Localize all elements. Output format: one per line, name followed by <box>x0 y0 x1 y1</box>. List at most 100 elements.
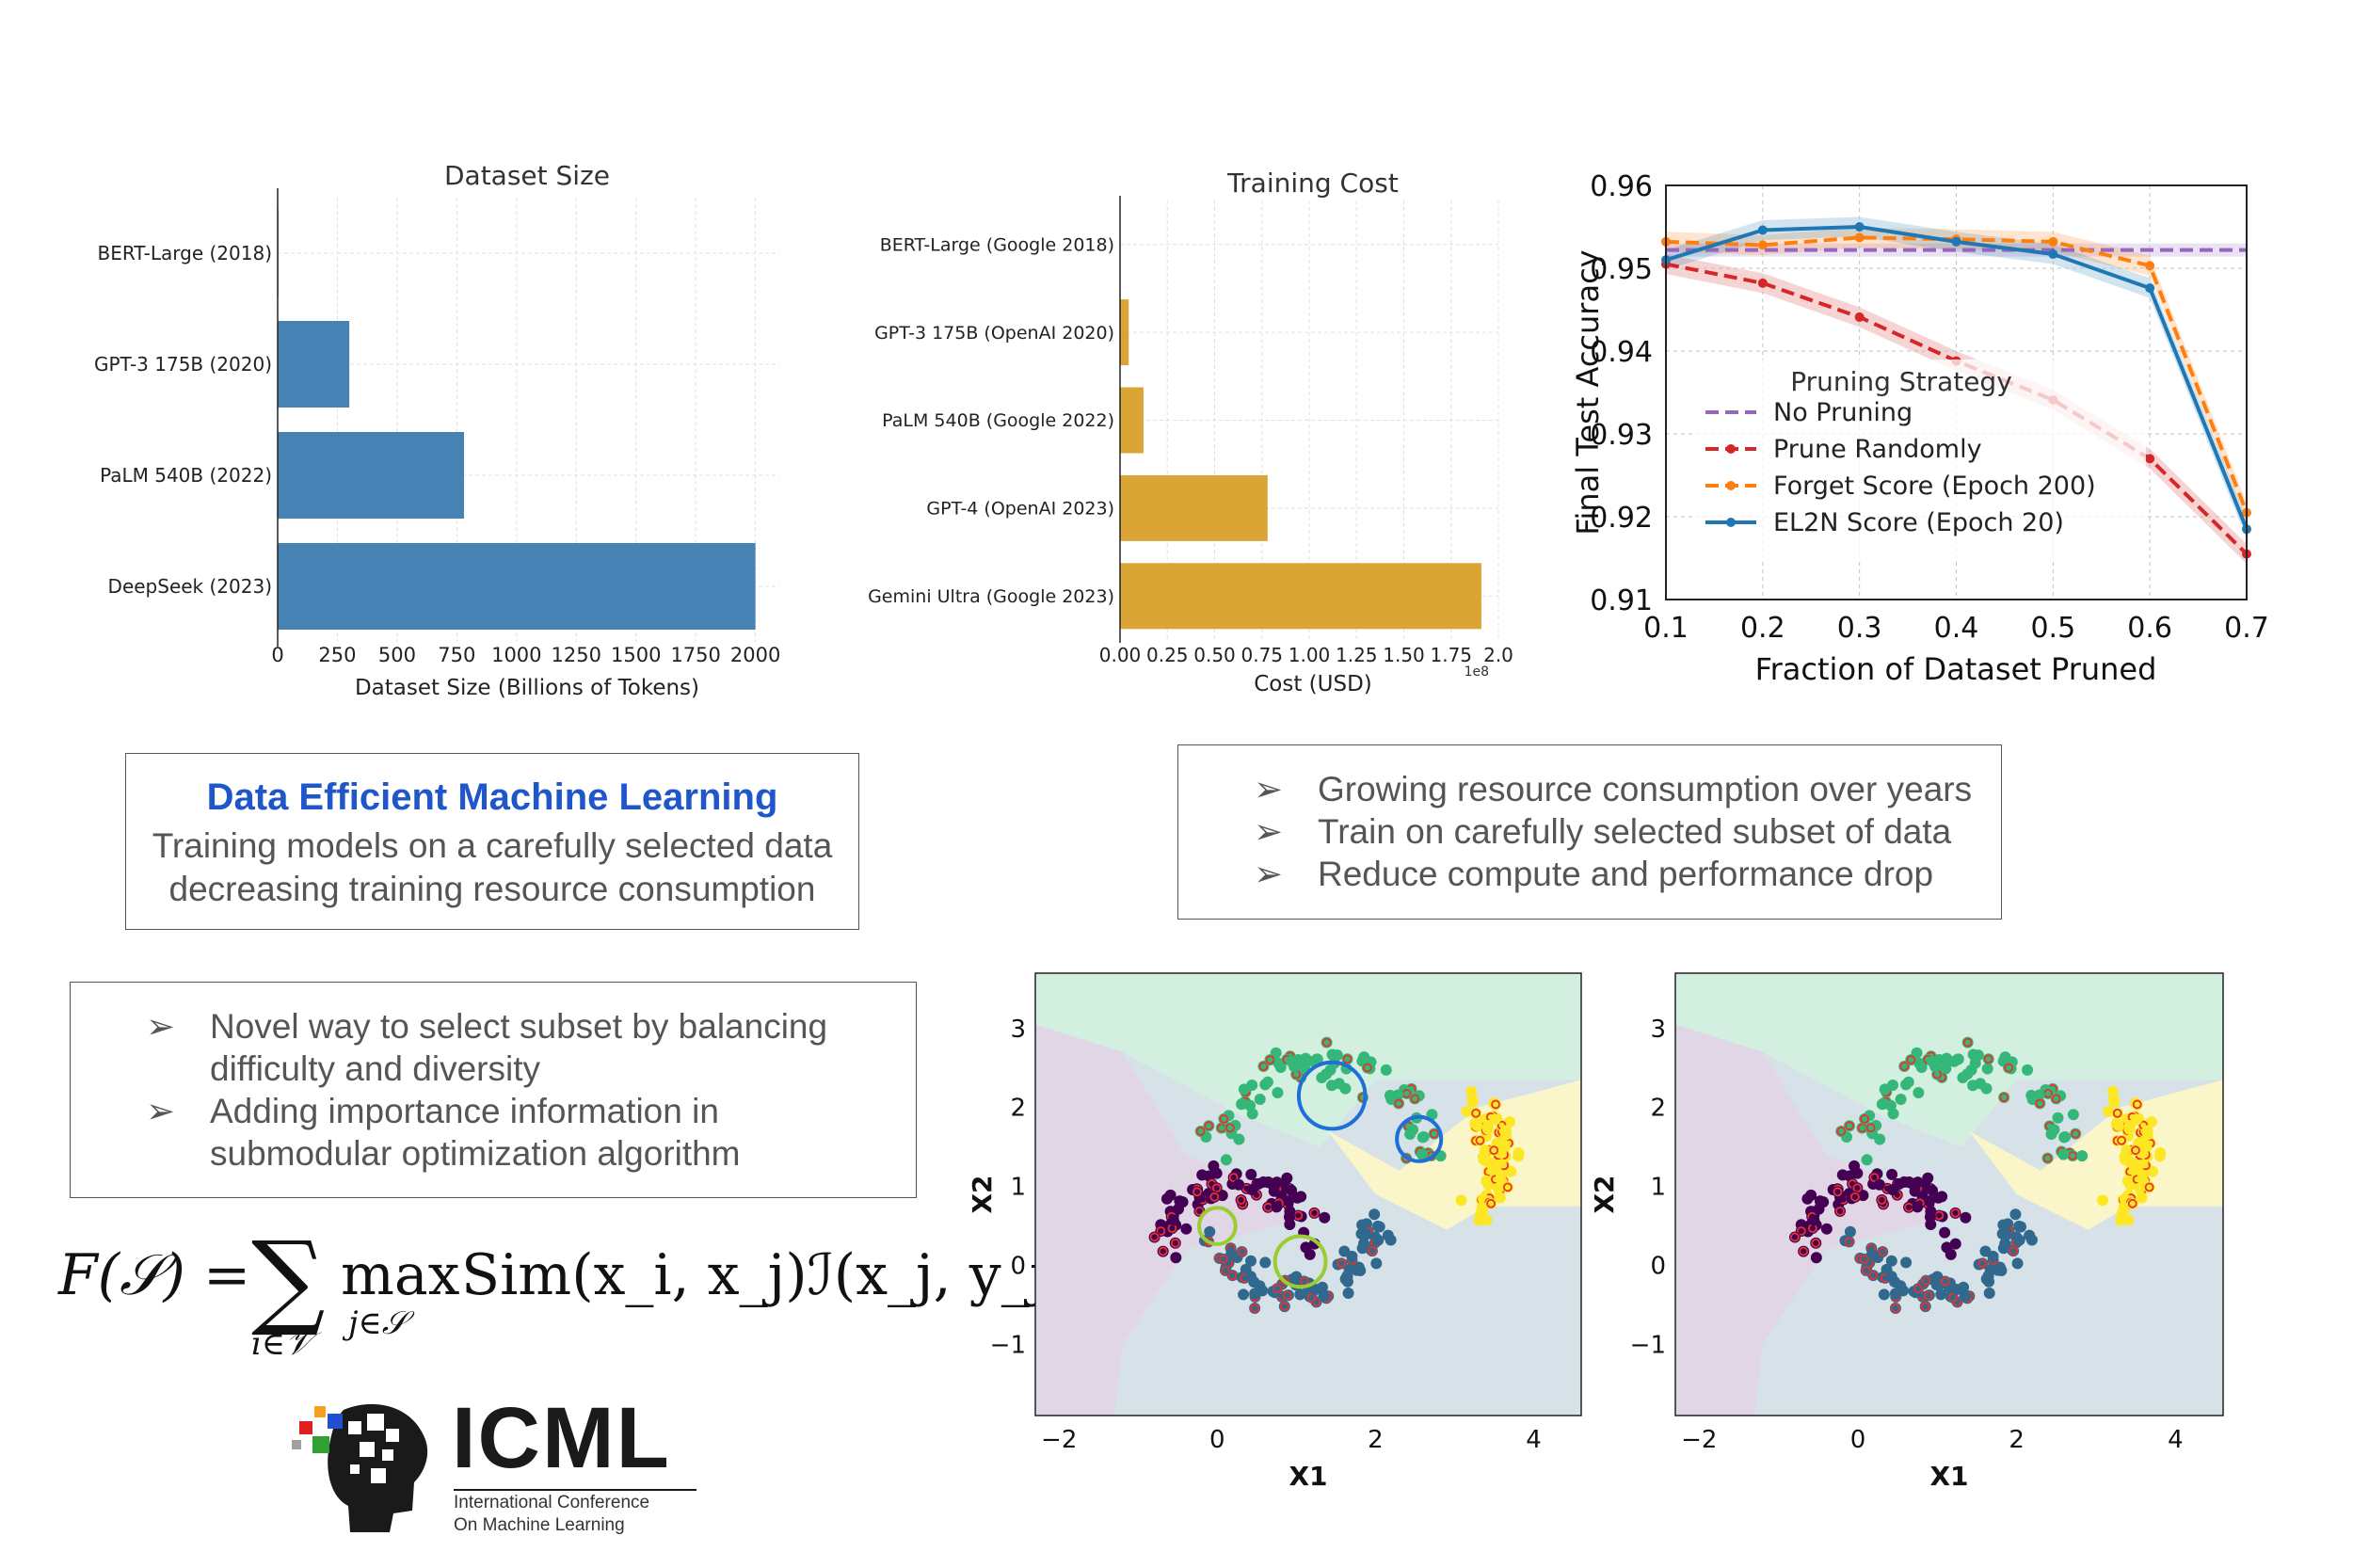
scatter-point <box>1950 1283 1962 1295</box>
scatter-point <box>1204 1225 1216 1238</box>
x-tick-labels: 0 250 500 750 1000 1250 1500 1750 2000 <box>271 644 780 666</box>
x-tick-label: 500 <box>378 644 416 666</box>
selected-point-marker <box>2131 1145 2140 1156</box>
scatter-point <box>1372 1234 1385 1246</box>
scatter-point <box>1465 1085 1478 1097</box>
scatter-point <box>1939 1226 1951 1239</box>
scatter-point <box>1820 1223 1833 1235</box>
x-tick-label: 2000 <box>730 644 780 666</box>
x-axis-label: Cost (USD) <box>1254 672 1372 696</box>
x-tick-labels: −2 0 2 4 <box>1681 1426 2184 1454</box>
scatter-point <box>1999 1238 2011 1250</box>
scatter-point <box>1471 1119 1483 1131</box>
selected-point-marker <box>1977 1258 1988 1269</box>
scatter-plot-original: −2 0 2 4 −1 0 1 2 3 X1 X2 <box>967 972 1582 1492</box>
bullet-arrow-icon: ➢ <box>146 1007 176 1046</box>
max-operator: max <box>341 1242 460 1308</box>
scatter-point <box>1170 1252 1182 1264</box>
scatter-point <box>1333 1078 1345 1090</box>
data-point <box>2145 283 2155 294</box>
x-tick-label: 0.2 <box>1740 612 1785 645</box>
legend-label: EL2N Score (Epoch 20) <box>1773 508 2064 537</box>
y-tick-label: 2 <box>1010 1095 1026 1123</box>
scatter-point <box>1922 1172 1934 1184</box>
data-point <box>2145 454 2155 464</box>
selected-point-marker <box>1962 1037 1973 1048</box>
x-tick-label: 1250 <box>552 644 601 666</box>
selected-point-marker <box>1194 1206 1205 1216</box>
data-point <box>1951 236 1961 247</box>
scatter-point <box>2112 1119 2124 1131</box>
scatter-point <box>1392 1089 1404 1101</box>
bullet-item: ➢ Growing resource consumption over years <box>1254 770 1973 808</box>
selected-point-marker <box>1796 1226 1806 1236</box>
scatter-point <box>1356 1219 1369 1231</box>
scatter-point <box>1987 1250 1999 1262</box>
selected-point-marker <box>1156 1226 1166 1236</box>
selected-point-marker <box>1362 1063 1372 1073</box>
y-tick-label: 0.91 <box>1590 584 1653 617</box>
category-label: GPT-3 175B (OpenAI 2020) <box>874 323 1114 344</box>
scatter-point <box>1244 1099 1257 1112</box>
scatter-point <box>2067 1109 2079 1121</box>
selected-point-marker <box>2127 1198 2137 1208</box>
scatter-point <box>1455 1194 1467 1207</box>
scatter-point <box>2115 1214 2127 1226</box>
y-tick-label: 2 <box>1650 1095 1666 1123</box>
max-subscript: j∈𝒮 <box>348 1304 408 1342</box>
highlight-circle <box>1197 1206 1238 1246</box>
legend-label: Forget Score (Epoch 200) <box>1773 472 2096 501</box>
highlight-circle <box>1395 1114 1444 1163</box>
scatter-point <box>1912 1176 1924 1189</box>
icml-logo: ICML International Conference On Machine… <box>292 1390 706 1535</box>
x-tick-label: 0.75 <box>1241 644 1283 666</box>
bullet-item: ➢ Novel way to select subset by balancing… <box>146 1007 828 1088</box>
selected-point-marker <box>1869 1173 1880 1183</box>
selected-point-marker <box>1394 1098 1403 1109</box>
selected-point-marker <box>1237 1247 1247 1256</box>
data-point <box>1757 240 1768 250</box>
chart-title: Training Cost <box>1226 168 1399 199</box>
scatter-point <box>1261 1076 1273 1088</box>
x-tick-label: 0.50 <box>1193 644 1236 666</box>
selected-point-marker <box>1209 1192 1220 1202</box>
scatter-point <box>1238 1288 1250 1301</box>
scatter-point <box>1949 1238 1961 1250</box>
selected-point-marker <box>1342 1054 1353 1064</box>
scatter-point <box>2009 1208 2022 1221</box>
x-tick-label: −2 <box>1681 1426 1717 1454</box>
legend-label: Prune Randomly <box>1773 435 1982 464</box>
scatter-point <box>1259 1256 1272 1269</box>
selected-point-marker <box>1921 1275 1931 1286</box>
selected-point-marker <box>1218 1255 1228 1264</box>
x-tick-label: 0.6 <box>2127 612 2172 645</box>
scatter-point <box>1844 1225 1856 1238</box>
selected-point-marker <box>1491 1099 1500 1110</box>
scatter-point <box>1167 1214 1179 1226</box>
selected-point-marker <box>1204 1121 1214 1131</box>
x-tick-label: 0 <box>1209 1426 1225 1454</box>
scatter-point <box>1248 1276 1260 1288</box>
scatter-point <box>2013 1234 2025 1246</box>
category-label: GPT-4 (OpenAI 2023) <box>926 499 1114 520</box>
scatter-point <box>1271 1176 1283 1189</box>
scatter-point <box>1482 1120 1495 1132</box>
scatter-point <box>1885 1255 1897 1267</box>
scatter-point <box>1283 1195 1295 1208</box>
category-label: DeepSeek (2023) <box>108 575 272 598</box>
legend-marker <box>1726 444 1736 454</box>
selected-point-marker <box>2112 1108 2122 1118</box>
selected-point-marker <box>1861 1265 1871 1275</box>
scatter-point <box>1461 1105 1473 1117</box>
scatter-point <box>1331 1049 1343 1062</box>
scatter-point <box>1982 1272 1994 1284</box>
y-tick-label: −1 <box>1630 1331 1666 1359</box>
selected-point-marker <box>2009 1246 2019 1256</box>
selected-point-marker <box>1790 1232 1800 1242</box>
scatter-point <box>1295 1191 1307 1203</box>
bar <box>278 543 756 630</box>
selected-point-marker <box>2051 1094 2061 1104</box>
selected-point-marker <box>1920 1302 1930 1312</box>
scatter-point <box>1487 1162 1499 1175</box>
scatter-point <box>1925 1206 1937 1218</box>
